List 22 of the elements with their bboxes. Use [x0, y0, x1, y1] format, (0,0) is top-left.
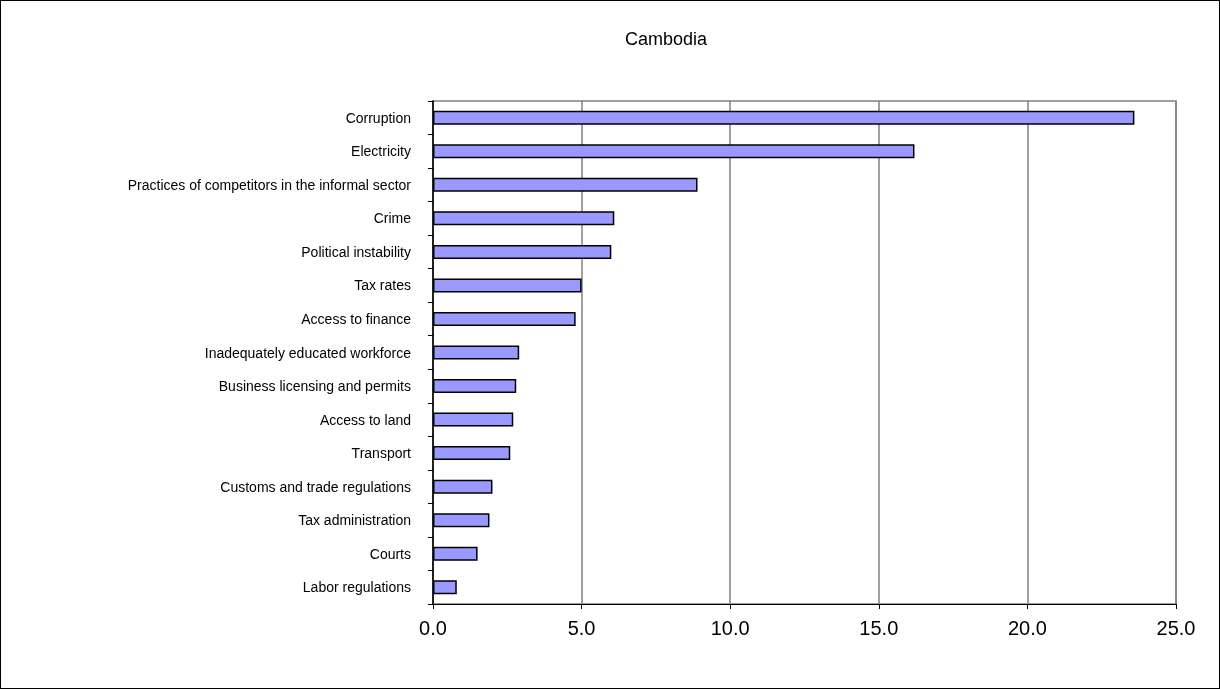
x-tick-label: 10.0 — [710, 617, 750, 639]
y-tick-label: Business licensing and permits — [218, 378, 411, 395]
x-tick-label: 15.0 — [859, 617, 899, 639]
y-tick-label: Access to finance — [301, 310, 412, 327]
y-tick-label: Transport — [351, 445, 412, 462]
y-tick-label: Electricity — [351, 143, 411, 160]
y-tick-label: Corruption — [345, 109, 411, 126]
y-tick-label: Tax rates — [354, 277, 411, 294]
chart-title: Cambodia — [624, 29, 709, 49]
y-tick-label: Inadequately educated workforce — [204, 344, 412, 361]
y-tick-label: Practices of competitors in the informal sector — [127, 176, 412, 193]
y-tick-label: Political instability — [301, 243, 411, 260]
x-tick-label: 0.0 — [419, 617, 447, 639]
y-tick-label: Access to land — [319, 411, 411, 428]
y-tick-label: Customs and trade regulations — [220, 478, 411, 495]
x-tick-label: 25.0 — [1156, 617, 1196, 639]
x-tick-label: 5.0 — [567, 617, 596, 639]
y-tick-label: Labor regulations — [302, 579, 411, 596]
y-tick-label: Tax administration — [298, 512, 411, 529]
y-tick-label: Crime — [373, 210, 412, 227]
y-tick-label: Courts — [369, 545, 411, 562]
x-tick-label: 20.0 — [1007, 617, 1047, 639]
